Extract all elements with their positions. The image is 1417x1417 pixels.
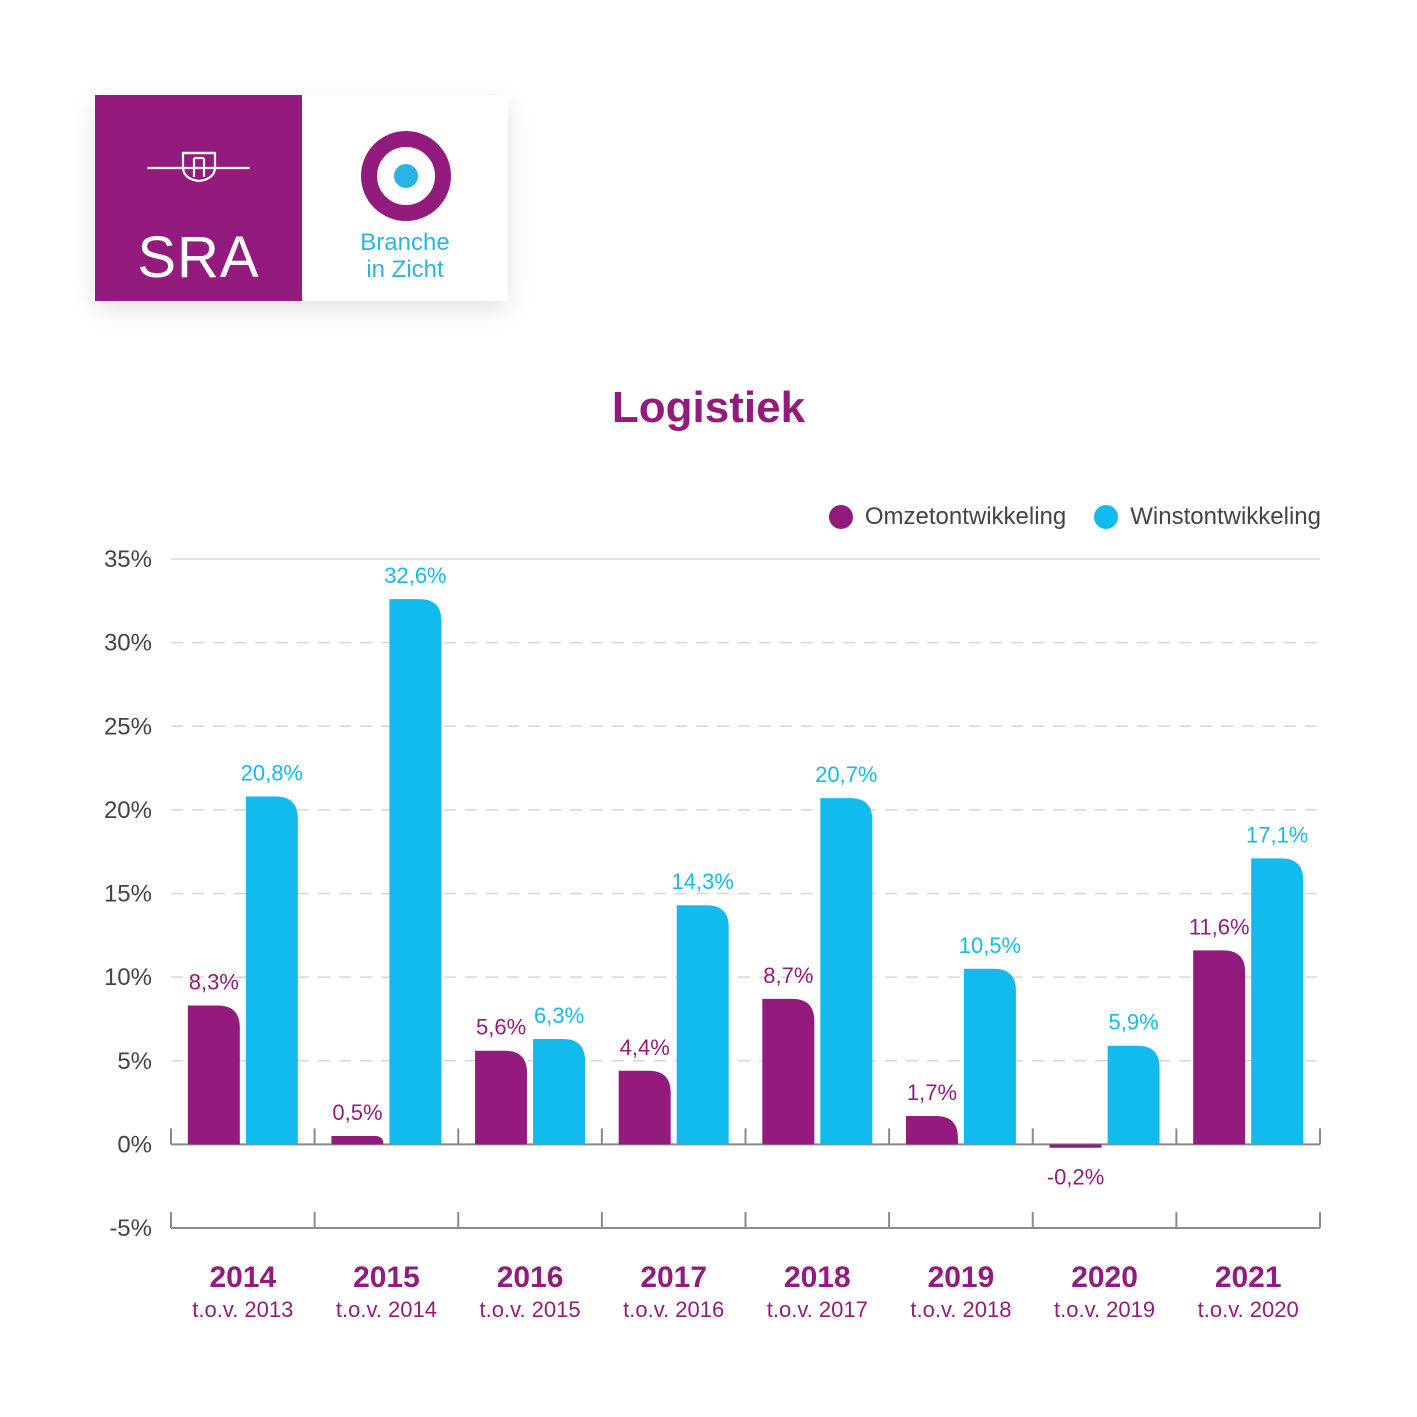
x-category-sublabel: t.o.v. 2014 [336, 1297, 437, 1322]
data-label-winst-2020: 5,9% [1108, 1010, 1158, 1035]
x-category-sublabel: t.o.v. 2020 [1198, 1297, 1299, 1322]
y-tick-label: 15% [104, 881, 152, 908]
tagline-line-1: Branche [360, 229, 450, 256]
bar-winst-2016 [533, 1039, 586, 1145]
sra-wordmark: SRA [137, 225, 260, 290]
data-label-omzet-2019: 1,7% [907, 1080, 957, 1105]
x-category-sublabel: t.o.v. 2019 [1054, 1297, 1155, 1322]
bar-omzet-2020 [1049, 1144, 1102, 1148]
legend-label-omzet: Omzetontwikkeling [864, 503, 1067, 530]
data-label-omzet-2020: -0,2% [1047, 1164, 1104, 1189]
bar-winst-2021 [1251, 858, 1304, 1145]
data-label-winst-2016: 6,3% [534, 1003, 584, 1028]
sra-emblem-icon [147, 151, 250, 183]
x-category-label: 2018 [784, 1261, 851, 1294]
bar-winst-2018 [820, 798, 873, 1145]
bar-omzet-2021 [1193, 950, 1246, 1145]
data-label-omzet-2016: 5,6% [476, 1015, 526, 1040]
bar-winst-2014 [245, 796, 298, 1145]
legend-label-winst: Winstontwikkeling [1130, 503, 1321, 530]
bar-omzet-2015 [331, 1136, 384, 1145]
x-category-label: 2019 [928, 1261, 995, 1294]
bar-omzet-2018 [762, 998, 815, 1145]
y-tick-label: 5% [117, 1048, 152, 1075]
chart-title: Logistiek [611, 383, 806, 432]
data-label-omzet-2015: 0,5% [332, 1100, 382, 1125]
x-category-label: 2021 [1215, 1261, 1282, 1294]
x-category-sublabel: t.o.v. 2015 [480, 1297, 581, 1322]
bar-winst-2017 [676, 905, 729, 1145]
bar-winst-2019 [963, 968, 1016, 1145]
y-tick-label: 10% [104, 964, 152, 991]
x-category-label: 2016 [497, 1261, 564, 1294]
legend-item-winst: Winstontwikkeling [1094, 503, 1321, 531]
bar-winst-2015 [389, 599, 442, 1145]
y-tick-label: 35% [104, 546, 152, 573]
target-icon [361, 131, 451, 221]
x-category-sublabel: t.o.v. 2017 [767, 1297, 868, 1322]
data-label-winst-2015: 32,6% [384, 563, 446, 588]
x-category-label: 2017 [640, 1261, 707, 1294]
branche-in-zicht-text: Branche in Zicht [302, 229, 508, 283]
x-category-label: 2020 [1071, 1261, 1138, 1294]
bar-omzet-2017 [618, 1070, 671, 1145]
y-tick-label: 30% [104, 630, 152, 657]
bar-omzet-2014 [187, 1005, 240, 1145]
data-label-omzet-2021: 11,6% [1189, 914, 1250, 939]
legend-item-omzet: Omzetontwikkeling [828, 503, 1067, 531]
data-label-winst-2017: 14,3% [671, 869, 733, 894]
data-label-omzet-2017: 4,4% [620, 1035, 670, 1060]
bar-omzet-2019 [905, 1115, 958, 1145]
data-label-winst-2018: 20,7% [815, 762, 877, 787]
sra-logo: SRA [95, 95, 302, 301]
y-tick-label: 0% [117, 1131, 152, 1158]
logo-card: SRA Branche in Zicht [95, 95, 508, 301]
y-tick-label: -5% [109, 1215, 152, 1242]
data-label-winst-2014: 20,8% [241, 760, 303, 785]
data-label-omzet-2018: 8,7% [763, 963, 813, 988]
branche-in-zicht-logo: Branche in Zicht [302, 95, 508, 301]
x-category-label: 2014 [209, 1261, 276, 1294]
legend: Omzetontwikkeling Winstontwikkeling [828, 503, 1321, 531]
y-tick-label: 20% [104, 797, 152, 824]
data-label-winst-2019: 10,5% [959, 933, 1021, 958]
x-category-sublabel: t.o.v. 2013 [192, 1297, 293, 1322]
tagline-line-2: in Zicht [366, 256, 444, 283]
x-category-sublabel: t.o.v. 2016 [623, 1297, 724, 1322]
bar-omzet-2016 [475, 1050, 528, 1145]
legend-swatch-omzet [828, 505, 853, 529]
data-label-winst-2021: 17,1% [1246, 822, 1308, 847]
x-category-label: 2015 [353, 1261, 420, 1294]
y-tick-label: 25% [104, 713, 152, 740]
x-category-sublabel: t.o.v. 2018 [910, 1297, 1011, 1322]
data-label-omzet-2014: 8,3% [189, 970, 239, 995]
legend-swatch-winst [1094, 505, 1119, 529]
bar-winst-2020 [1107, 1045, 1160, 1145]
